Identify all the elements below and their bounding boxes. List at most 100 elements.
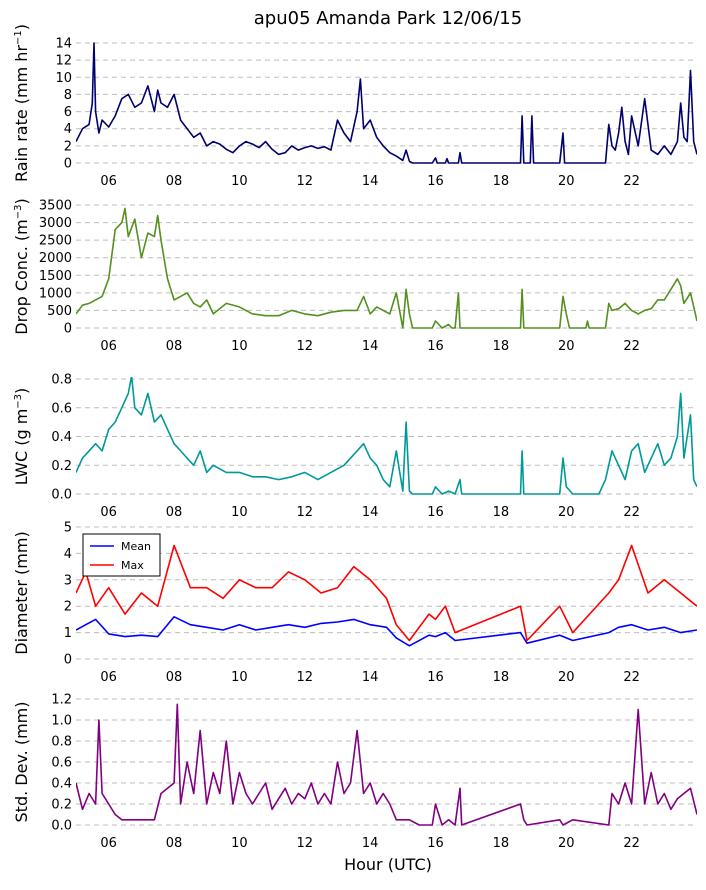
x-tick-label: 18 [493, 505, 510, 520]
x-tick-label: 12 [297, 174, 314, 189]
series-line-std-dev [76, 703, 697, 826]
legend-frame [82, 533, 161, 577]
y-tick-label: 5 [64, 521, 72, 536]
x-tick-label: 10 [231, 505, 248, 520]
x-tick-label: 14 [362, 505, 379, 520]
x-tick-label: 16 [427, 339, 444, 354]
x-tick-label: 08 [166, 505, 183, 520]
y-tick-label: 2 [64, 139, 72, 154]
x-tick-label: 12 [297, 836, 314, 851]
y-tick-label: 1000 [39, 286, 72, 301]
x-tick-label: 22 [623, 174, 640, 189]
series-line-mean [76, 615, 697, 647]
panel-drop-conc: 0 500 1000 1500 2000 2500 3000 3500 06 08 10 12 14 16… [12, 198, 697, 354]
x-tick-label: 06 [100, 174, 117, 189]
y-tick-label: 0 [64, 653, 72, 668]
x-axis-label: Hour (UTC) [344, 855, 432, 874]
y-axis-label: Diameter (mm) [12, 531, 31, 654]
x-tick-label: 20 [558, 505, 575, 520]
x-tick-label: 06 [100, 505, 117, 520]
legend-label-max: Max [121, 559, 144, 572]
y-axis-label: Drop Conc. (m−3) [12, 198, 31, 334]
series-line-max [76, 544, 697, 642]
x-tick-label: 06 [100, 836, 117, 851]
y-tick-label: 0.6 [51, 756, 72, 771]
x-tick-label: 16 [427, 505, 444, 520]
y-tick-label: 1500 [39, 269, 72, 284]
series-line-drop-conc [76, 207, 697, 329]
y-tick-label: 1.2 [51, 693, 72, 708]
x-tick-label: 20 [558, 339, 575, 354]
x-tick-label: 10 [231, 174, 248, 189]
legend: Mean Max [82, 533, 161, 577]
y-tick-label: 500 [47, 304, 72, 319]
y-tick-label: 0.0 [51, 819, 72, 834]
y-tick-label: 4 [64, 122, 72, 137]
y-tick-label: 1.0 [51, 714, 72, 729]
legend-label-mean: Mean [121, 540, 151, 553]
y-tick-label: 2 [64, 600, 72, 615]
y-tick-label: 6 [64, 105, 72, 120]
x-tick-label: 10 [231, 670, 248, 685]
y-tick-label: 10 [55, 71, 72, 86]
y-tick-label: 0.4 [51, 430, 72, 445]
series-line-rain-rate [76, 42, 697, 164]
y-tick-label: 0.4 [51, 777, 72, 792]
y-tick-label: 14 [55, 37, 72, 52]
y-tick-label: 1 [64, 626, 72, 641]
y-tick-label: 0.0 [51, 488, 72, 503]
x-tick-label: 12 [297, 505, 314, 520]
x-tick-label: 18 [493, 670, 510, 685]
x-tick-label: 20 [558, 670, 575, 685]
y-tick-label: 2500 [39, 234, 72, 249]
x-tick-label: 08 [166, 174, 183, 189]
x-tick-label: 20 [558, 174, 575, 189]
x-tick-label: 18 [493, 174, 510, 189]
x-tick-label: 14 [362, 339, 379, 354]
panel-lwc: 0.0 0.2 0.4 0.6 0.8 06 08 10 12 14 16 18 20 22 LWC (g … [12, 373, 697, 520]
y-tick-label: 12 [55, 54, 72, 69]
y-tick-label: 0.8 [51, 735, 72, 750]
y-axis-label: Std. Dev. (mm) [12, 702, 31, 823]
x-tick-label: 14 [362, 836, 379, 851]
x-tick-label: 12 [297, 670, 314, 685]
x-tick-label: 22 [623, 670, 640, 685]
y-axis-label: LWC (g m−3) [12, 388, 31, 486]
y-axis-label: Rain rate (mm hr−1) [12, 24, 31, 182]
x-tick-label: 14 [362, 174, 379, 189]
y-tick-label: 3500 [39, 199, 72, 214]
y-tick-label: 0.2 [51, 798, 72, 813]
x-tick-label: 16 [427, 670, 444, 685]
x-tick-label: 16 [427, 174, 444, 189]
x-tick-label: 08 [166, 339, 183, 354]
x-tick-label: 22 [623, 505, 640, 520]
x-tick-label: 20 [558, 836, 575, 851]
x-tick-label: 06 [100, 670, 117, 685]
y-tick-label: 8 [64, 88, 72, 103]
x-tick-label: 08 [166, 836, 183, 851]
series-line-lwc [76, 377, 697, 495]
x-tick-label: 22 [623, 836, 640, 851]
y-tick-label: 3000 [39, 216, 72, 231]
x-tick-label: 06 [100, 339, 117, 354]
chart-title: apu05 Amanda Park 12/06/15 [254, 8, 522, 29]
y-tick-label: 0.6 [51, 401, 72, 416]
y-tick-label: 0.2 [51, 459, 72, 474]
x-tick-label: 18 [493, 339, 510, 354]
x-tick-label: 22 [623, 339, 640, 354]
y-tick-label: 3 [64, 573, 72, 588]
x-tick-label: 10 [231, 339, 248, 354]
y-tick-label: 2000 [39, 251, 72, 266]
y-tick-label: 4 [64, 547, 72, 562]
y-tick-label: 0.8 [51, 373, 72, 388]
x-tick-label: 14 [362, 670, 379, 685]
x-tick-label: 08 [166, 670, 183, 685]
y-tick-label: 0 [64, 322, 72, 337]
panel-rain-rate: 0 2 4 6 8 10 12 14 06 08 10 12 14 16 18 20 22 Rain rate (… [12, 24, 697, 189]
panel-std-dev: 0.0 0.2 0.4 0.6 0.8 1.0 1.2 06 08 10 12 14 16 18 20 22 S… [12, 693, 697, 851]
x-tick-label: 18 [493, 836, 510, 851]
y-tick-label: 0 [64, 157, 72, 172]
